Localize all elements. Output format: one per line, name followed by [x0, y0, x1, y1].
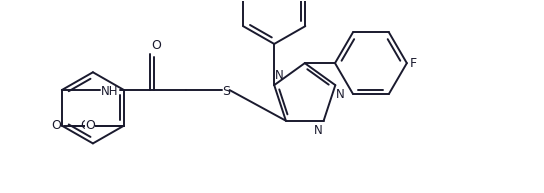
Text: N: N	[336, 88, 345, 101]
Text: F: F	[410, 57, 417, 70]
Text: S: S	[222, 85, 231, 97]
Text: O: O	[151, 39, 160, 52]
Text: NH: NH	[101, 85, 118, 97]
Text: O: O	[85, 119, 95, 132]
Text: O: O	[52, 119, 61, 132]
Text: N: N	[275, 69, 284, 82]
Text: N: N	[314, 124, 323, 137]
Text: O: O	[80, 119, 90, 132]
